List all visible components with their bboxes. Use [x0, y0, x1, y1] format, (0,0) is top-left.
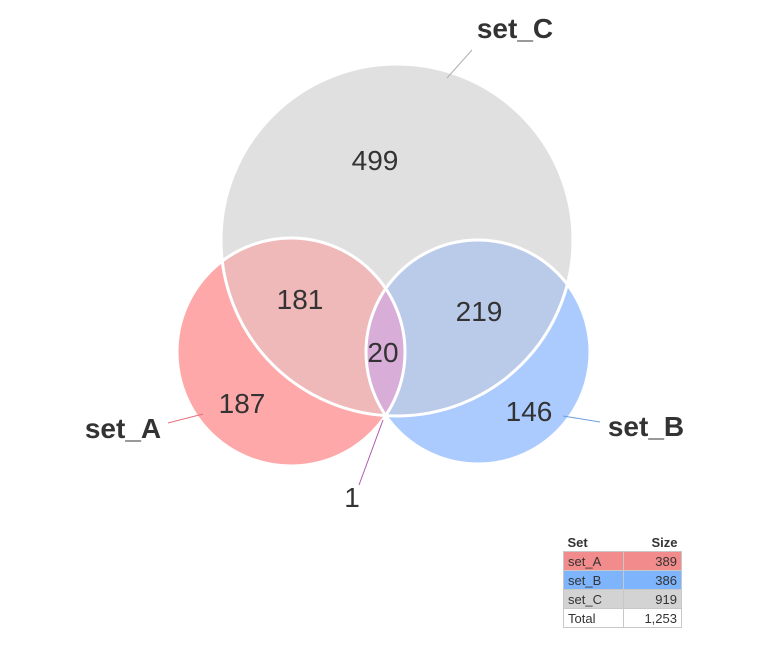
region-label-a-b: 1	[344, 482, 360, 513]
set-label-b: set_B	[608, 411, 684, 442]
set-a-outline	[175, 236, 407, 468]
table-cell-total-value: 1,253	[623, 608, 682, 628]
set-label-c: set_C	[477, 13, 553, 44]
set-a-leader-line	[167, 413, 204, 424]
table-row: set_C 919	[563, 589, 682, 609]
region-a-b-leader-line	[358, 419, 384, 486]
set-c-outline	[219, 62, 575, 418]
set-b-outline	[364, 238, 592, 466]
table-cell-set-name: set_C	[563, 589, 624, 609]
table-header-set: Set	[567, 534, 588, 550]
table-header-row: Set Size	[564, 533, 682, 552]
table-cell-set-size: 919	[623, 589, 682, 609]
region-label-b-c: 219	[456, 296, 503, 327]
table-cell-set-name: set_B	[563, 570, 624, 590]
table-cell-total-label: Total	[563, 608, 624, 628]
table-row: set_A 389	[563, 551, 682, 571]
set-c-leader-line	[446, 49, 473, 79]
set-size-table: Set Size set_A 389 set_B 386 set_C 919 T…	[563, 533, 682, 628]
table-total-row: Total 1,253	[563, 608, 682, 628]
region-label-c-only: 499	[352, 145, 399, 176]
table-cell-set-name: set_A	[563, 551, 624, 571]
set-b-leader-line	[562, 415, 601, 423]
region-label-a-b-c: 20	[367, 337, 398, 368]
set-label-a: set_A	[85, 413, 161, 444]
table-header-size: Size	[651, 534, 678, 550]
table-cell-set-size: 389	[623, 551, 682, 571]
table-cell-set-size: 386	[623, 570, 682, 590]
region-label-a-c: 181	[277, 284, 324, 315]
region-label-b-only: 146	[506, 396, 553, 427]
region-label-a-only: 187	[219, 388, 266, 419]
table-row: set_B 386	[563, 570, 682, 590]
